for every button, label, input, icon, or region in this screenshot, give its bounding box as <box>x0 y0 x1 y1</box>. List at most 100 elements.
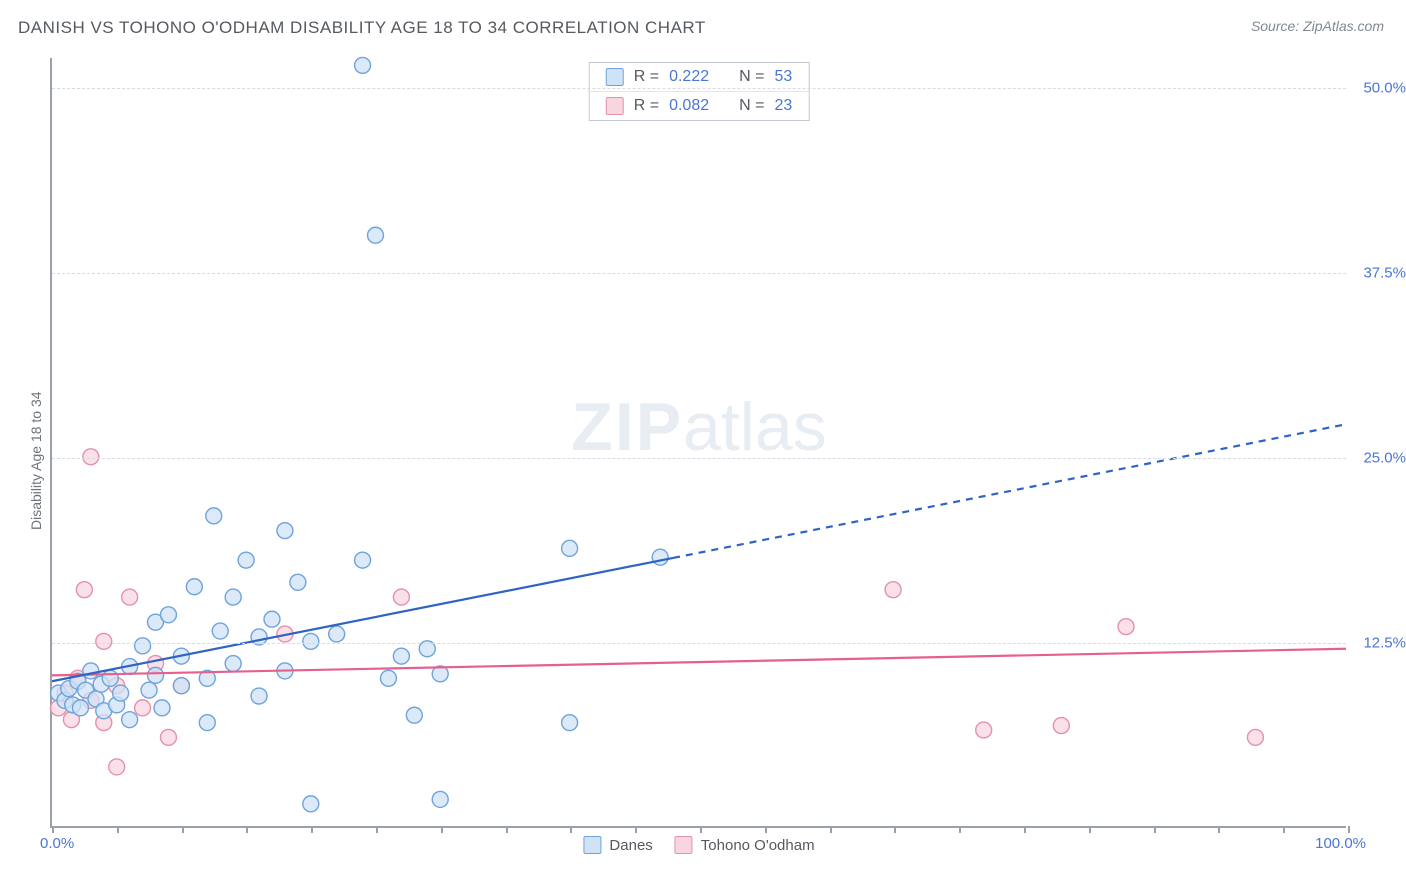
stats-R-label: R = <box>634 68 659 86</box>
tohono-point <box>393 589 409 605</box>
tohono-point <box>96 633 112 649</box>
x-tick <box>570 826 572 833</box>
danes-trendline-solid <box>52 558 673 681</box>
source-name: ZipAtlas.com <box>1303 18 1384 34</box>
danes-point <box>113 685 129 701</box>
x-tick-max: 100.0% <box>1315 835 1366 852</box>
stats-N-value: 23 <box>774 97 792 115</box>
y-tick-label: 37.5% <box>1363 264 1406 281</box>
danes-point <box>186 579 202 595</box>
source-prefix: Source: <box>1251 18 1303 34</box>
danes-point <box>83 663 99 679</box>
x-tick <box>894 826 896 833</box>
danes-point <box>141 682 157 698</box>
danes-point <box>368 227 384 243</box>
stats-N-value: 53 <box>774 68 792 86</box>
danes-point <box>329 626 345 642</box>
gridline-h <box>52 88 1346 89</box>
danes-point <box>251 688 267 704</box>
x-tick <box>635 826 637 833</box>
danes-point <box>148 667 164 683</box>
tohono-point <box>76 582 92 598</box>
x-tick <box>830 826 832 833</box>
danes-point <box>355 57 371 73</box>
tohono-point <box>122 589 138 605</box>
plot-area: ZIPatlas R =0.222N =53R =0.082N =23 0.0%… <box>50 58 1346 828</box>
tohono-point <box>135 700 151 716</box>
y-tick-label: 25.0% <box>1363 449 1406 466</box>
legend-item-tohono: Tohono O'odham <box>675 836 815 854</box>
stats-legend-box: R =0.222N =53R =0.082N =23 <box>589 62 810 121</box>
x-tick <box>52 826 54 833</box>
danes-point <box>355 552 371 568</box>
legend-label: Tohono O'odham <box>701 837 815 854</box>
y-tick-label: 50.0% <box>1363 79 1406 96</box>
x-tick <box>700 826 702 833</box>
stats-R-label: R = <box>634 97 659 115</box>
stats-N-label: N = <box>739 97 764 115</box>
danes-point <box>303 633 319 649</box>
danes-point <box>277 523 293 539</box>
danes-point <box>135 638 151 654</box>
swatch-tohono <box>606 97 624 115</box>
danes-point <box>102 670 118 686</box>
x-tick-min: 0.0% <box>40 835 74 852</box>
tohono-point <box>976 722 992 738</box>
x-tick <box>117 826 119 833</box>
x-tick <box>1218 826 1220 833</box>
danes-point <box>652 549 668 565</box>
danes-point <box>154 700 170 716</box>
tohono-point <box>1053 718 1069 734</box>
danes-point <box>72 700 88 716</box>
stats-R-value: 0.082 <box>669 97 709 115</box>
danes-point <box>393 648 409 664</box>
chart-title: DANISH VS TOHONO O'ODHAM DISABILITY AGE … <box>18 18 706 38</box>
danes-point <box>562 540 578 556</box>
chart-svg <box>52 58 1346 826</box>
gridline-h <box>52 273 1346 274</box>
danes-point <box>264 611 280 627</box>
gridline-h <box>52 458 1346 459</box>
tohono-trendline-solid <box>52 649 1346 676</box>
danes-point <box>122 712 138 728</box>
x-tick <box>182 826 184 833</box>
danes-point <box>406 707 422 723</box>
stats-N-label: N = <box>739 68 764 86</box>
x-tick <box>1154 826 1156 833</box>
tohono-point <box>1247 729 1263 745</box>
danes-point <box>173 678 189 694</box>
tohono-point <box>1118 619 1134 635</box>
y-axis-label: Disability Age 18 to 34 <box>28 391 44 530</box>
x-tick <box>506 826 508 833</box>
danes-point <box>225 656 241 672</box>
legend-swatch-tohono <box>675 836 693 854</box>
x-tick <box>1348 826 1350 833</box>
legend-swatch-danes <box>583 836 601 854</box>
danes-point <box>303 796 319 812</box>
danes-point <box>160 607 176 623</box>
stats-row-tohono: R = 0.082 N = 23 <box>590 91 809 120</box>
danes-point <box>199 715 215 731</box>
gridline-h <box>52 643 1346 644</box>
x-tick <box>959 826 961 833</box>
tohono-point <box>885 582 901 598</box>
x-tick <box>1089 826 1091 833</box>
danes-point <box>380 670 396 686</box>
danes-point <box>206 508 222 524</box>
danes-point <box>562 715 578 731</box>
danes-point <box>212 623 228 639</box>
x-tick <box>311 826 313 833</box>
danes-trendline-dashed <box>673 424 1346 558</box>
tohono-point <box>109 759 125 775</box>
bottom-legend: Danes Tohono O'odham <box>583 836 814 854</box>
x-tick <box>246 826 248 833</box>
source-attribution: Source: ZipAtlas.com <box>1251 18 1384 34</box>
danes-point <box>238 552 254 568</box>
x-tick <box>376 826 378 833</box>
legend-label: Danes <box>609 837 652 854</box>
tohono-point <box>160 729 176 745</box>
danes-point <box>290 574 306 590</box>
y-tick-label: 12.5% <box>1363 634 1406 651</box>
tohono-point <box>83 449 99 465</box>
x-tick <box>441 826 443 833</box>
